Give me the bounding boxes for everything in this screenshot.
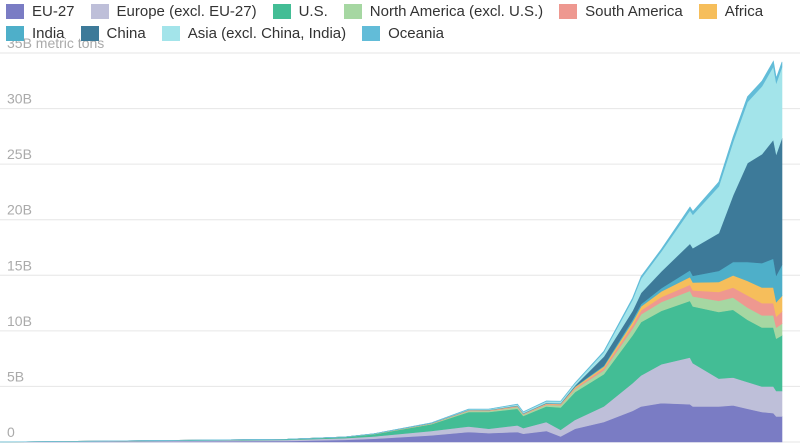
legend-item: Asia (excl. China, India)	[161, 24, 347, 42]
y-tick-label: 25B	[7, 146, 32, 162]
grid-lines	[0, 52, 800, 443]
legend-swatch	[6, 25, 24, 41]
legend-label: U.S.	[298, 2, 328, 20]
legend-row-2: India China Asia (excl. China, India) Ocean…	[6, 22, 796, 44]
area-series	[0, 60, 783, 443]
legend-item: Africa	[698, 2, 764, 20]
legend-label: India	[32, 24, 65, 42]
legend-item: North America (excl. U.S.)	[343, 2, 544, 20]
legend-label: EU-27	[32, 2, 75, 20]
legend-swatch	[362, 25, 381, 41]
legend-label: Europe (excl. EU-27)	[116, 2, 257, 20]
legend-item: EU-27	[6, 3, 75, 20]
legend-row-1: EU-27 Europe (excl. EU-27) U.S. North Ameri…	[6, 0, 796, 22]
legend-item: South America	[559, 3, 683, 20]
legend-swatch	[161, 25, 180, 41]
y-tick-label: 35B metric tons	[7, 35, 104, 51]
legend-label: Asia (excl. China, India)	[187, 24, 347, 42]
area-oceania	[0, 60, 783, 443]
y-axis-ticks: 0 5B 10B 15B 20B 25B 30B 35B metric tons	[7, 35, 104, 440]
legend-swatch	[698, 3, 717, 19]
legend-item: U.S.	[272, 2, 328, 20]
legend-item: Europe (excl. EU-27)	[90, 2, 257, 20]
y-tick-label: 10B	[7, 313, 32, 329]
legend-swatch	[80, 25, 99, 41]
legend-label: South America	[585, 2, 683, 20]
legend-swatch	[272, 3, 291, 19]
legend-item: India	[6, 25, 65, 42]
legend-label: North America (excl. U.S.)	[369, 2, 544, 20]
legend: EU-27 Europe (excl. EU-27) U.S. North Ameri…	[6, 0, 796, 44]
y-tick-label: 0	[7, 424, 15, 440]
legend-swatch	[559, 3, 578, 19]
y-tick-label: 30B	[7, 91, 32, 107]
legend-swatch	[343, 3, 362, 19]
legend-label: China	[106, 24, 146, 42]
legend-label: Africa	[724, 2, 764, 20]
y-tick-label: 15B	[7, 257, 32, 273]
legend-item: Oceania	[362, 25, 444, 42]
legend-swatch	[6, 3, 24, 19]
legend-swatch	[90, 3, 109, 19]
legend-item: China	[80, 24, 146, 42]
y-tick-label: 20B	[7, 202, 32, 218]
legend-label: Oceania	[388, 24, 445, 42]
y-tick-label: 5B	[7, 368, 24, 384]
